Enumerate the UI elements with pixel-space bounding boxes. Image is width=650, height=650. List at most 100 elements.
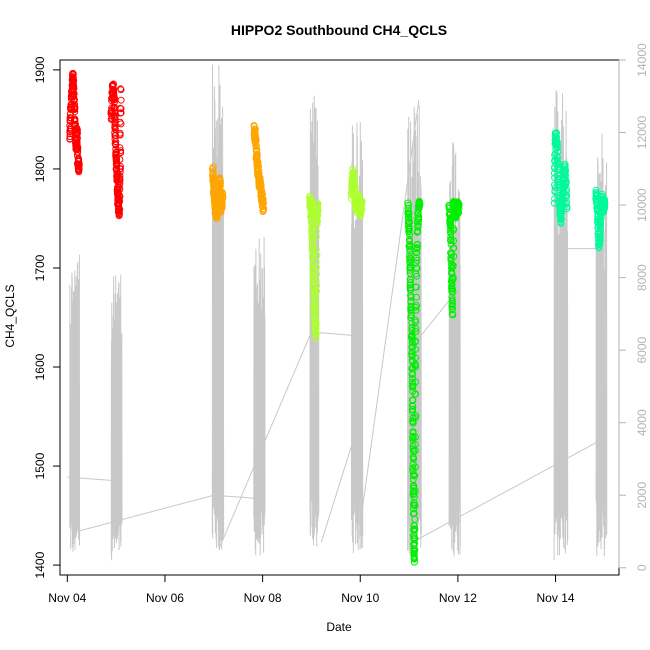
data-point bbox=[449, 285, 456, 293]
data-point bbox=[407, 312, 415, 319]
data-point bbox=[74, 160, 82, 168]
data-point bbox=[447, 224, 455, 232]
data-point bbox=[411, 502, 419, 509]
series-flight-1 bbox=[66, 69, 83, 176]
data-point bbox=[307, 205, 315, 213]
data-point bbox=[309, 254, 317, 262]
data-point bbox=[351, 186, 359, 194]
data-point bbox=[111, 115, 119, 122]
data-point bbox=[407, 276, 414, 284]
data-point bbox=[116, 144, 124, 152]
series-flight-3 bbox=[208, 163, 227, 223]
data-point bbox=[252, 143, 260, 151]
x-tick-label: Nov 08 bbox=[244, 591, 282, 605]
data-point bbox=[449, 244, 457, 252]
data-point bbox=[306, 195, 314, 203]
data-point bbox=[73, 125, 81, 133]
data-point bbox=[601, 200, 609, 208]
data-point bbox=[312, 263, 320, 271]
data-point bbox=[254, 165, 262, 173]
altitude-profile-line bbox=[351, 121, 364, 554]
data-point bbox=[312, 298, 320, 306]
data-point bbox=[255, 167, 263, 175]
data-point bbox=[413, 256, 421, 264]
chart-title: HIPPO2 Southbound CH4_QCLS bbox=[231, 22, 447, 38]
data-point bbox=[117, 149, 125, 157]
data-point bbox=[409, 471, 417, 479]
data-point bbox=[308, 224, 316, 232]
data-point bbox=[411, 535, 419, 543]
data-point bbox=[412, 390, 419, 398]
altitude-profile-line bbox=[253, 236, 266, 556]
data-point bbox=[554, 166, 562, 174]
y2-tick-label: 10000 bbox=[635, 188, 649, 222]
data-point bbox=[412, 337, 419, 345]
data-point bbox=[551, 188, 559, 196]
data-point bbox=[311, 314, 319, 321]
data-point bbox=[597, 225, 604, 233]
data-point bbox=[113, 148, 120, 156]
data-point bbox=[257, 185, 265, 193]
data-point bbox=[408, 371, 416, 379]
data-point bbox=[116, 131, 124, 139]
data-point bbox=[411, 463, 419, 471]
data-point bbox=[595, 242, 603, 250]
data-point bbox=[213, 210, 221, 217]
data-point bbox=[408, 343, 416, 351]
data-point bbox=[314, 200, 322, 208]
data-point bbox=[312, 291, 320, 299]
data-point bbox=[115, 210, 123, 217]
data-point bbox=[310, 306, 318, 314]
data-point bbox=[71, 100, 78, 108]
data-point bbox=[112, 138, 120, 146]
data-point bbox=[412, 345, 419, 353]
data-point bbox=[596, 229, 604, 237]
series-flight-7 bbox=[404, 197, 424, 566]
data-point bbox=[117, 105, 125, 113]
data-point bbox=[563, 198, 571, 206]
data-point bbox=[312, 320, 320, 328]
series-flight-6 bbox=[347, 165, 366, 220]
data-point bbox=[412, 378, 419, 386]
y2-tick-label: 2000 bbox=[635, 482, 649, 509]
series-flight-2 bbox=[107, 80, 125, 220]
data-point bbox=[313, 215, 321, 222]
data-point bbox=[310, 284, 318, 292]
data-point bbox=[116, 206, 124, 213]
data-point bbox=[217, 179, 224, 187]
altitude-profile-line bbox=[553, 89, 569, 561]
data-point bbox=[411, 546, 419, 554]
altitude-profile-line bbox=[211, 64, 225, 550]
data-point bbox=[117, 96, 125, 104]
data-point bbox=[411, 316, 419, 324]
data-point bbox=[252, 138, 260, 146]
data-point bbox=[412, 325, 420, 333]
y2-tick-label: 6000 bbox=[635, 336, 649, 363]
data-point bbox=[218, 201, 226, 209]
data-point bbox=[599, 205, 607, 213]
data-point bbox=[217, 205, 225, 213]
data-point bbox=[112, 145, 120, 153]
data-point bbox=[117, 109, 124, 117]
data-point bbox=[449, 311, 456, 318]
plot-frame bbox=[59, 59, 620, 576]
data-point bbox=[406, 237, 413, 245]
data-point bbox=[561, 170, 569, 178]
data-point bbox=[557, 219, 565, 227]
data-point bbox=[350, 178, 358, 186]
data-point bbox=[449, 262, 457, 270]
data-point bbox=[314, 206, 322, 214]
y-tick-label: 1800 bbox=[33, 155, 47, 182]
data-point bbox=[411, 525, 419, 533]
series-flight-9 bbox=[550, 129, 571, 227]
data-point bbox=[453, 203, 461, 211]
data-point bbox=[117, 86, 125, 94]
data-point bbox=[449, 288, 457, 296]
y-tick-label: 1500 bbox=[33, 452, 47, 479]
data-point bbox=[405, 224, 413, 232]
data-point bbox=[445, 205, 453, 213]
data-point bbox=[410, 545, 418, 553]
data-point bbox=[551, 195, 559, 203]
data-point bbox=[110, 86, 117, 94]
data-point bbox=[348, 195, 355, 203]
